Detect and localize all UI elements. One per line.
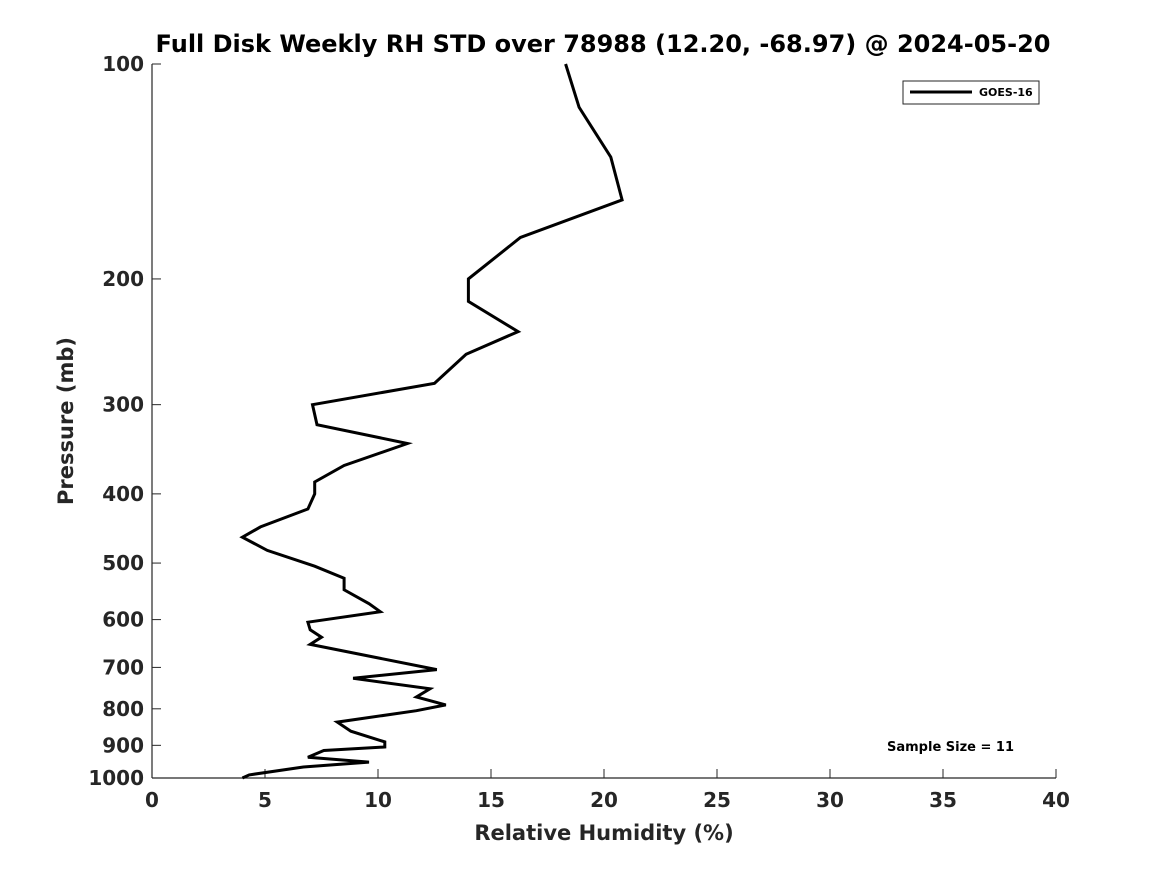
y-tick-label: 1000: [88, 766, 144, 790]
x-tick-label: 30: [816, 788, 844, 812]
x-tick-label: 5: [258, 788, 272, 812]
x-tick-label: 25: [703, 788, 731, 812]
y-tick-label: 900: [102, 733, 144, 757]
y-axis-label: Pressure (mb): [54, 337, 78, 505]
y-axis: 100 200 300 400 500 600 700 800 900 1000: [88, 52, 161, 790]
y-tick-label: 400: [102, 482, 144, 506]
y-tick-label: 100: [102, 52, 144, 76]
y-tick-label: 700: [102, 655, 144, 679]
x-tick-label: 20: [590, 788, 618, 812]
x-tick-label: 40: [1042, 788, 1070, 812]
x-tick-label: 35: [929, 788, 957, 812]
x-tick-label: 15: [477, 788, 505, 812]
x-tick-label: 0: [145, 788, 159, 812]
legend: GOES-16: [902, 80, 1040, 105]
y-tick-label: 500: [102, 551, 144, 575]
plot-area: [151, 64, 1056, 779]
x-axis-label: Relative Humidity (%): [474, 821, 733, 845]
x-tick-label: 10: [364, 788, 392, 812]
chart-title: Full Disk Weekly RH STD over 78988 (12.2…: [156, 30, 1051, 58]
y-tick-label: 600: [102, 608, 144, 632]
y-tick-label: 300: [102, 393, 144, 417]
y-tick-label: 200: [102, 267, 144, 291]
series-line-goes-16: [239, 63, 624, 780]
x-axis: 0 5 10 15 20 25 30 35 40: [145, 769, 1070, 812]
legend-label-goes-16: GOES-16: [979, 86, 1033, 99]
series-layer: [239, 63, 624, 780]
y-tick-label: 800: [102, 697, 144, 721]
sample-size-annotation: Sample Size = 11: [887, 740, 1014, 755]
